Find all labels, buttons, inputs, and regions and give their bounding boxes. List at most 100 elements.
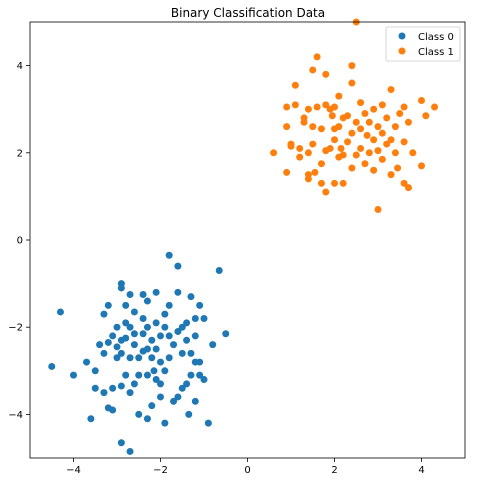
data-point-class-0 [187,293,195,301]
data-point-class-0 [152,345,160,353]
data-point-class-1 [348,79,356,87]
data-point-class-1 [304,171,312,179]
data-point-class-1 [370,136,378,144]
data-point-class-1 [311,168,319,176]
data-point-class-1 [344,138,352,146]
data-point-class-0 [126,447,134,455]
data-point-class-1 [309,66,317,74]
data-point-class-0 [117,284,125,292]
data-point-class-1 [317,160,325,168]
data-point-class-1 [378,129,386,137]
data-point-class-1 [304,149,312,157]
data-point-class-0 [191,314,199,322]
data-point-class-0 [178,384,186,392]
data-point-class-1 [418,162,425,170]
data-point-class-0 [126,354,134,362]
data-point-class-1 [357,99,365,107]
data-point-class-1 [404,118,412,126]
data-point-class-1 [335,92,343,100]
y-tick-label: 4 [17,61,23,72]
data-point-class-0 [183,319,191,327]
data-point-class-1 [365,118,373,126]
data-point-class-1 [283,103,291,111]
data-point-class-1 [361,160,369,168]
data-point-class-1 [363,131,371,139]
data-point-class-0 [185,410,193,418]
data-point-class-1 [361,110,369,118]
legend-label-class-1: Class 1 [418,47,454,58]
data-point-class-0 [148,402,156,410]
data-point-class-0 [143,371,151,379]
data-point-class-1 [400,138,408,146]
data-point-class-0 [117,439,125,447]
data-point-class-0 [157,380,164,388]
data-point-class-0 [56,308,64,316]
data-point-class-0 [143,297,151,305]
data-point-class-1 [337,144,345,152]
data-point-class-0 [222,330,230,338]
data-point-class-0 [183,336,191,344]
data-point-class-1 [352,151,360,159]
data-point-class-0 [130,330,138,338]
data-point-class-0 [174,262,182,270]
data-point-class-0 [204,419,212,427]
data-point-class-1 [383,114,391,122]
points-layer [48,18,439,455]
ticks-layer: −4 −2 0 2 4 −4 −2 0 2 4 [8,61,424,476]
data-point-class-1 [270,149,278,157]
data-point-class-1 [331,103,338,111]
plot-frame [29,21,466,459]
data-point-class-1 [404,184,412,192]
data-point-class-1 [400,103,408,111]
data-point-class-0 [150,367,158,375]
data-point-class-0 [117,382,125,390]
data-point-class-1 [326,144,334,152]
data-point-class-0 [200,376,208,384]
data-point-class-0 [96,341,104,349]
data-point-class-1 [322,101,330,109]
data-point-class-1 [357,125,365,133]
data-point-class-1 [370,105,378,113]
data-point-class-0 [126,389,134,397]
data-point-class-1 [335,123,343,131]
x-tick-label: 4 [418,465,424,476]
data-point-class-1 [317,179,325,187]
data-point-class-1 [291,101,299,109]
data-point-class-1 [409,149,417,157]
data-point-class-1 [339,179,347,187]
data-point-class-1 [387,136,395,144]
data-point-class-1 [383,140,391,148]
data-point-class-1 [322,70,330,78]
data-point-class-0 [113,323,121,331]
plot-area [30,22,465,458]
data-point-class-0 [109,406,117,414]
data-point-class-0 [122,301,130,309]
data-point-class-0 [191,332,199,340]
data-point-class-1 [396,110,404,118]
data-point-class-1 [339,151,347,159]
data-point-class-1 [378,101,386,109]
data-point-class-0 [187,349,195,357]
data-point-class-1 [391,149,399,157]
data-point-class-0 [178,323,186,331]
legend-label-class-0: Class 0 [418,32,454,43]
data-point-class-1 [374,123,382,131]
x-tick-label: 2 [331,465,337,476]
legend: Class 0 Class 1 [385,26,461,62]
y-tick-label: 0 [17,236,23,247]
x-tick-label: 0 [244,465,250,476]
data-point-class-0 [143,415,151,423]
data-point-class-0 [100,349,108,357]
data-point-class-0 [165,251,173,259]
chart-title: Binary Classification Data [171,6,325,20]
data-point-class-1 [400,179,408,187]
data-point-class-1 [300,118,308,126]
data-point-class-0 [165,354,173,362]
data-point-class-1 [348,62,356,70]
data-point-class-1 [309,140,317,148]
data-point-class-1 [418,96,425,104]
data-point-class-0 [165,332,173,340]
y-tick-label: −4 [8,410,23,421]
data-point-class-1 [431,103,439,111]
